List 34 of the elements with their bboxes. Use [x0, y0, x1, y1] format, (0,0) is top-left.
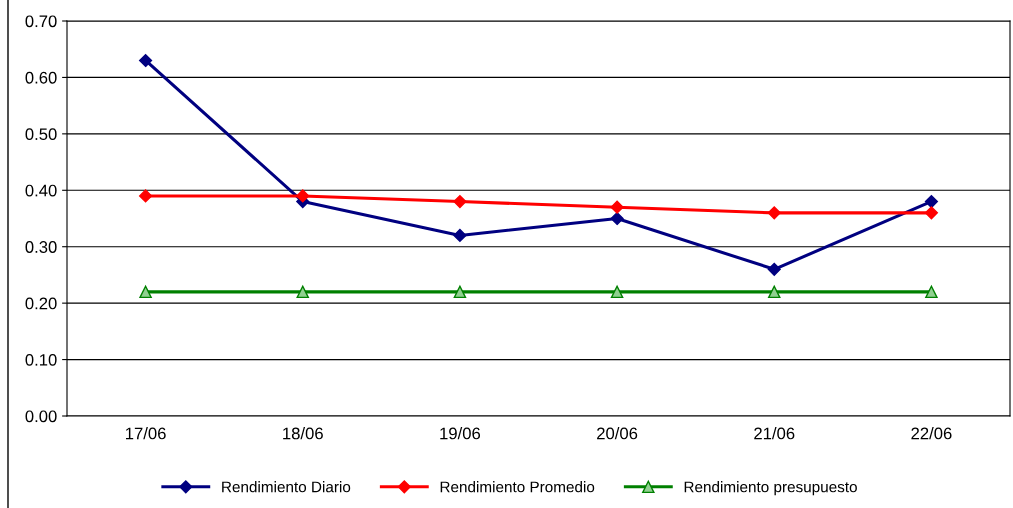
point: [610, 200, 624, 214]
y-tick-label: 0.70: [25, 15, 57, 28]
y-tick-label: 0.40: [25, 184, 57, 197]
legend-label: Rendimiento presupuesto: [684, 481, 857, 496]
y-tick-label: 0.50: [25, 128, 57, 141]
point: [296, 189, 310, 203]
x-tick-label: 17/06: [126, 427, 166, 440]
point: [138, 189, 153, 203]
point: [767, 262, 781, 276]
point: [453, 285, 467, 299]
point: [453, 194, 467, 209]
y-tick-label: 0.00: [25, 410, 57, 423]
point: [138, 53, 153, 68]
y-tick-label: 0.10: [25, 353, 57, 366]
point: [924, 194, 939, 209]
y-tick-label: 0.30: [25, 241, 57, 253]
legend-label: Rendimiento Diario: [222, 481, 351, 493]
point: [767, 285, 781, 299]
y-tick-label: 0.60: [25, 71, 57, 84]
point: [610, 211, 624, 226]
x-tick-label: 18/06: [283, 427, 323, 440]
point: [925, 285, 938, 299]
legend-label: Rendimiento Promedio: [440, 481, 595, 493]
point: [610, 285, 624, 299]
point: [924, 206, 939, 220]
x-tick-label: 19/06: [440, 427, 481, 440]
point: [296, 285, 310, 299]
point: [453, 228, 467, 243]
x-tick-label: 21/06: [754, 427, 795, 440]
point: [139, 285, 152, 299]
x-tick-label: 20/06: [597, 427, 638, 440]
x-tick-label: 22/06: [911, 427, 952, 440]
y-tick-label: 0.20: [25, 297, 57, 310]
point: [767, 206, 781, 220]
